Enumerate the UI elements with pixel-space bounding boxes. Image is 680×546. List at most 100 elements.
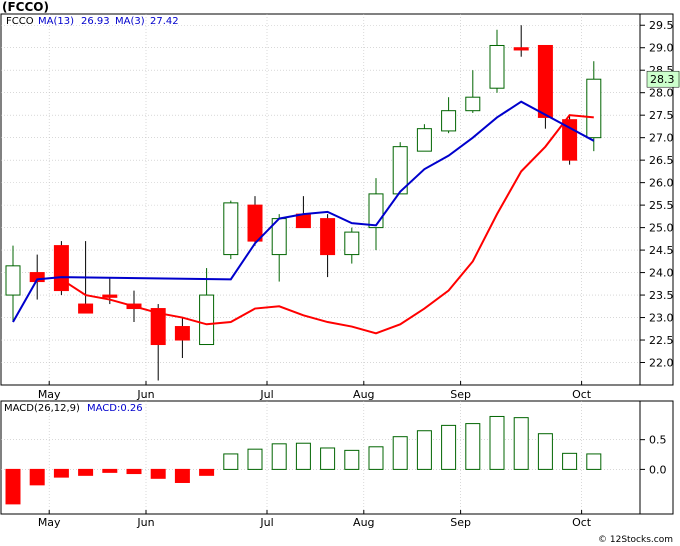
macd-x-tick-label: Oct bbox=[572, 516, 592, 529]
candle-body bbox=[392, 146, 408, 195]
macd-y-tick-label: 0.0 bbox=[649, 463, 667, 476]
macd-bar bbox=[174, 468, 190, 483]
macd-bar bbox=[392, 436, 408, 470]
price-y-axis: 22.0 22.5 23.0 23.5 24.0 24.5 25.0 25.5 26.0 26.5… bbox=[639, 14, 674, 385]
macd-bar bbox=[441, 424, 457, 470]
macd-value-label: MACD:0.26 bbox=[87, 403, 143, 414]
macd-grid bbox=[1, 401, 640, 514]
price-y-tick-label: 24.0 bbox=[649, 267, 674, 280]
macd-bar bbox=[562, 452, 578, 470]
macd-bar bbox=[465, 423, 481, 470]
macd-y-tick-label: 0.5 bbox=[649, 434, 667, 447]
price-y-tick-label: 29.5 bbox=[649, 19, 674, 32]
macd-bar bbox=[126, 468, 142, 475]
macd-x-tick-label: Jun bbox=[136, 516, 154, 529]
price-x-tick-label: Aug bbox=[353, 388, 374, 401]
candle-body bbox=[441, 110, 457, 132]
candle-body bbox=[513, 47, 529, 51]
price-y-tick-label: 27.5 bbox=[649, 109, 674, 122]
candle-body bbox=[29, 272, 45, 283]
candle-body bbox=[78, 303, 94, 314]
macd-x-axis: May Jun Jul Aug Sep Oct bbox=[38, 510, 592, 529]
legend-symbol: FCCO bbox=[6, 16, 34, 27]
candle-body bbox=[5, 265, 21, 296]
last-price-tag: 28.3 bbox=[650, 73, 675, 86]
macd-bar bbox=[247, 448, 263, 470]
macd-bar bbox=[78, 468, 94, 476]
macd-x-tick-label: May bbox=[38, 516, 61, 529]
price-y-tick-label: 22.0 bbox=[649, 357, 674, 370]
macd-bar bbox=[150, 468, 166, 479]
macd-x-tick-label: Aug bbox=[353, 516, 374, 529]
macd-bar bbox=[416, 430, 432, 470]
macd-bar bbox=[29, 468, 45, 486]
legend-ma13-value: 26.93 bbox=[81, 16, 110, 27]
price-y-tick-label: 26.0 bbox=[649, 177, 674, 190]
last-price-tag-box bbox=[646, 70, 680, 88]
candle-body bbox=[537, 44, 553, 118]
legend-ma3: MA(3) bbox=[115, 16, 145, 27]
macd-x-tick-label: Jul bbox=[259, 516, 273, 529]
macd-y-axis: 0.0 0.5 bbox=[639, 401, 667, 514]
candle-body bbox=[247, 204, 263, 242]
candle-body bbox=[295, 213, 311, 229]
macd-bar bbox=[368, 446, 384, 470]
macd-bar bbox=[586, 453, 602, 470]
macd-bar bbox=[5, 468, 21, 505]
macd-bars bbox=[5, 415, 602, 505]
candle-body bbox=[416, 128, 432, 152]
price-y-tick-label: 23.5 bbox=[649, 289, 674, 302]
candle-body bbox=[174, 326, 190, 341]
macd-bar bbox=[344, 449, 360, 470]
price-grid bbox=[1, 14, 640, 385]
macd-bar bbox=[199, 468, 215, 476]
watermark: © 12Stocks.com bbox=[598, 535, 673, 545]
price-y-tick-label: 29.0 bbox=[649, 42, 674, 55]
candles bbox=[5, 25, 602, 381]
price-x-tick-label: Jul bbox=[259, 388, 273, 401]
price-x-tick-label: May bbox=[38, 388, 61, 401]
price-y-tick-label: 27.0 bbox=[649, 132, 674, 145]
price-y-tick-label: 22.5 bbox=[649, 334, 674, 347]
price-x-tick-label: Jun bbox=[136, 388, 154, 401]
candle-body bbox=[53, 245, 69, 292]
price-x-tick-label: Sep bbox=[450, 388, 471, 401]
price-y-tick-label: 24.5 bbox=[649, 244, 674, 257]
candle-body bbox=[344, 231, 360, 256]
price-y-tick-label: 25.0 bbox=[649, 222, 674, 235]
price-y-tick-label: 26.5 bbox=[649, 154, 674, 167]
price-panel-frame bbox=[0, 13, 674, 386]
price-x-axis: May Jun Jul Aug Sep Oct bbox=[38, 381, 592, 401]
macd-x-tick-label: Sep bbox=[450, 516, 471, 529]
candle-body bbox=[489, 44, 505, 89]
price-y-tick-label: 25.5 bbox=[649, 199, 674, 212]
macd-bar bbox=[271, 443, 287, 470]
macd-bar bbox=[489, 415, 505, 470]
candle-body bbox=[150, 308, 166, 346]
macd-bar bbox=[513, 417, 529, 470]
candle-body bbox=[320, 218, 336, 256]
candle-body bbox=[223, 202, 239, 256]
macd-bar bbox=[53, 468, 69, 478]
macd-bar bbox=[223, 453, 239, 470]
ma-slow-line bbox=[12, 100, 595, 323]
ma-fast-line bbox=[60, 114, 594, 335]
legend-ma3-value: 27.42 bbox=[150, 16, 179, 27]
macd-label: MACD(26,12,9) bbox=[4, 403, 80, 414]
macd-bar bbox=[102, 468, 118, 473]
price-y-tick-label: 23.0 bbox=[649, 312, 674, 325]
candle-body bbox=[368, 193, 384, 229]
macd-bar bbox=[295, 442, 311, 470]
candle-body bbox=[586, 78, 602, 139]
macd-bar bbox=[320, 447, 336, 470]
candle-body bbox=[199, 294, 215, 346]
candle-body bbox=[465, 96, 481, 112]
legend-ma13: MA(13) bbox=[38, 16, 74, 27]
price-x-tick-label: Oct bbox=[572, 388, 592, 401]
ticker-label: (FCCO) bbox=[2, 0, 49, 14]
macd-panel-frame bbox=[0, 400, 674, 515]
macd-bar bbox=[537, 433, 553, 470]
price-y-tick-label: 28.0 bbox=[649, 87, 674, 100]
candle-body bbox=[102, 294, 118, 298]
